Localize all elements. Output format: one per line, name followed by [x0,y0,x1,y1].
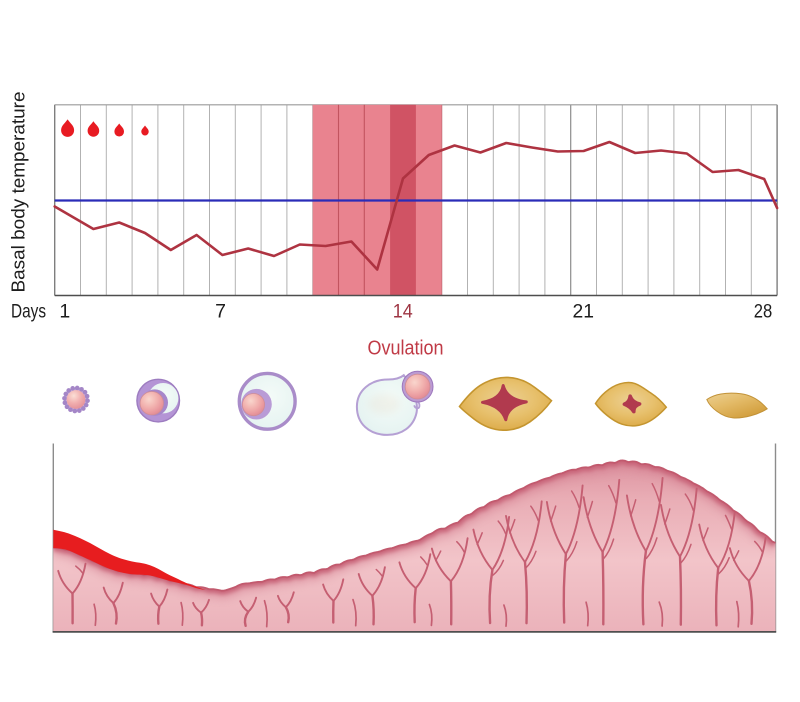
svg-text:Basal body temperature: Basal body temperature [8,92,29,293]
svg-text:28: 28 [754,301,773,323]
svg-text:1: 1 [59,301,70,323]
svg-text:Ovulation: Ovulation [368,338,444,360]
svg-text:21: 21 [573,301,595,323]
svg-text:14: 14 [393,301,413,323]
svg-text:Days: Days [11,301,46,323]
svg-text:7: 7 [215,301,226,323]
